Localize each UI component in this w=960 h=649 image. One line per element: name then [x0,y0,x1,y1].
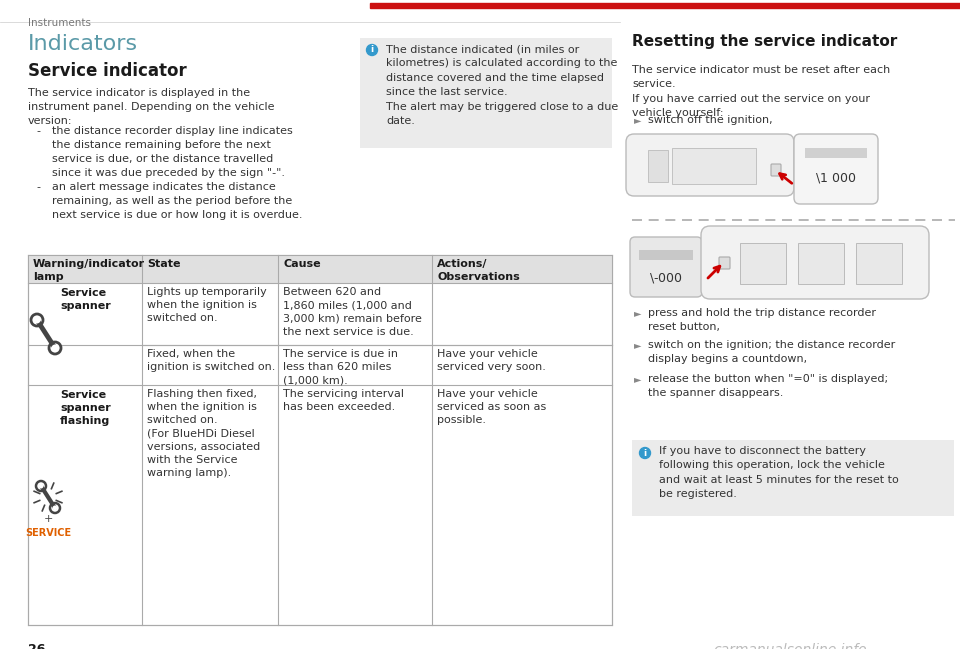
Text: Have your vehicle
serviced as soon as
possible.: Have your vehicle serviced as soon as po… [437,389,546,425]
Text: carmanualsonline.info: carmanualsonline.info [713,643,867,649]
Circle shape [31,314,43,326]
Text: Service
spanner: Service spanner [60,288,110,312]
Circle shape [52,345,59,352]
Text: If you have to disconnect the battery
following this operation, lock the vehicle: If you have to disconnect the battery fo… [659,446,899,499]
Text: ►: ► [634,115,641,125]
Text: the distance recorder display line indicates
the distance remaining before the n: the distance recorder display line indic… [52,126,293,178]
Text: +: + [43,514,53,524]
FancyBboxPatch shape [719,257,730,269]
Text: Cause: Cause [283,259,321,269]
Text: SERVICE: SERVICE [25,528,71,538]
Text: Between 620 and
1,860 miles (1,000 and
3,000 km) remain before
the next service : Between 620 and 1,860 miles (1,000 and 3… [283,287,421,337]
Bar [632,440,954,516]
Text: Service
spanner
flashing: Service spanner flashing [60,390,110,426]
Bar [740,243,786,284]
FancyBboxPatch shape [626,134,794,196]
Text: Fixed, when the
ignition is switched on.: Fixed, when the ignition is switched on. [147,349,276,372]
Text: -: - [36,182,40,192]
Bar [648,150,668,182]
Text: switch off the ignition,: switch off the ignition, [648,115,773,125]
Text: Lights up temporarily
when the ignition is
switched on.: Lights up temporarily when the ignition … [147,287,267,323]
Text: switch on the ignition; the distance recorder
display begins a countdown,: switch on the ignition; the distance rec… [648,340,896,364]
Text: ►: ► [634,340,641,350]
Text: -: - [36,126,40,136]
Text: Instruments: Instruments [28,18,91,28]
Text: release the button when "=0" is displayed;
the spanner disappears.: release the button when "=0" is displaye… [648,374,888,398]
Text: Resetting the service indicator: Resetting the service indicator [632,34,898,49]
Text: an alert message indicates the distance
remaining, as well as the period before : an alert message indicates the distance … [52,182,302,220]
Text: i: i [371,45,373,55]
Circle shape [53,506,58,511]
Text: Service indicator: Service indicator [28,62,187,80]
Text: State: State [147,259,180,269]
Text: ►: ► [634,308,641,318]
Text: ►: ► [634,374,641,384]
Bar [798,243,844,284]
Text: The servicing interval
has been exceeded.: The servicing interval has been exceeded… [283,389,404,412]
Circle shape [36,481,46,491]
Text: The service indicator is displayed in the
instrument panel. Depending on the veh: The service indicator is displayed in th… [28,88,275,126]
Bar [856,243,902,284]
Bar [28,255,612,625]
Text: Have your vehicle
serviced very soon.: Have your vehicle serviced very soon. [437,349,546,372]
Text: $\backslash$-000: $\backslash$-000 [649,271,683,285]
Text: The service indicator must be reset after each
service.
If you have carried out : The service indicator must be reset afte… [632,65,890,118]
Bar [639,250,693,260]
Circle shape [34,317,40,323]
FancyBboxPatch shape [794,134,878,204]
Circle shape [639,448,651,458]
FancyBboxPatch shape [701,226,929,299]
Bar [370,3,960,8]
Text: Actions/
Observations: Actions/ Observations [437,259,519,282]
Circle shape [38,484,43,489]
Text: Flashing then fixed,
when the ignition is
switched on.
(For BlueHDi Diesel
versi: Flashing then fixed, when the ignition i… [147,389,260,478]
Bar [805,148,867,158]
Text: The distance indicated (in miles or
kilometres) is calculated according to the
d: The distance indicated (in miles or kilo… [386,44,618,126]
Text: Indicators: Indicators [28,34,138,54]
FancyBboxPatch shape [771,164,781,176]
Text: The service is due in
less than 620 miles
(1,000 km).: The service is due in less than 620 mile… [283,349,398,386]
Circle shape [49,342,61,354]
FancyBboxPatch shape [672,148,756,184]
Circle shape [367,45,377,56]
Bar [360,38,612,148]
Text: $\backslash$1 000: $\backslash$1 000 [815,171,856,185]
FancyBboxPatch shape [630,237,702,297]
Text: Warning/indicator
lamp: Warning/indicator lamp [33,259,145,282]
Bar [28,255,612,283]
Circle shape [50,503,60,513]
Text: i: i [643,448,647,458]
Text: press and hold the trip distance recorder
reset button,: press and hold the trip distance recorde… [648,308,876,332]
Text: 26: 26 [28,643,45,649]
